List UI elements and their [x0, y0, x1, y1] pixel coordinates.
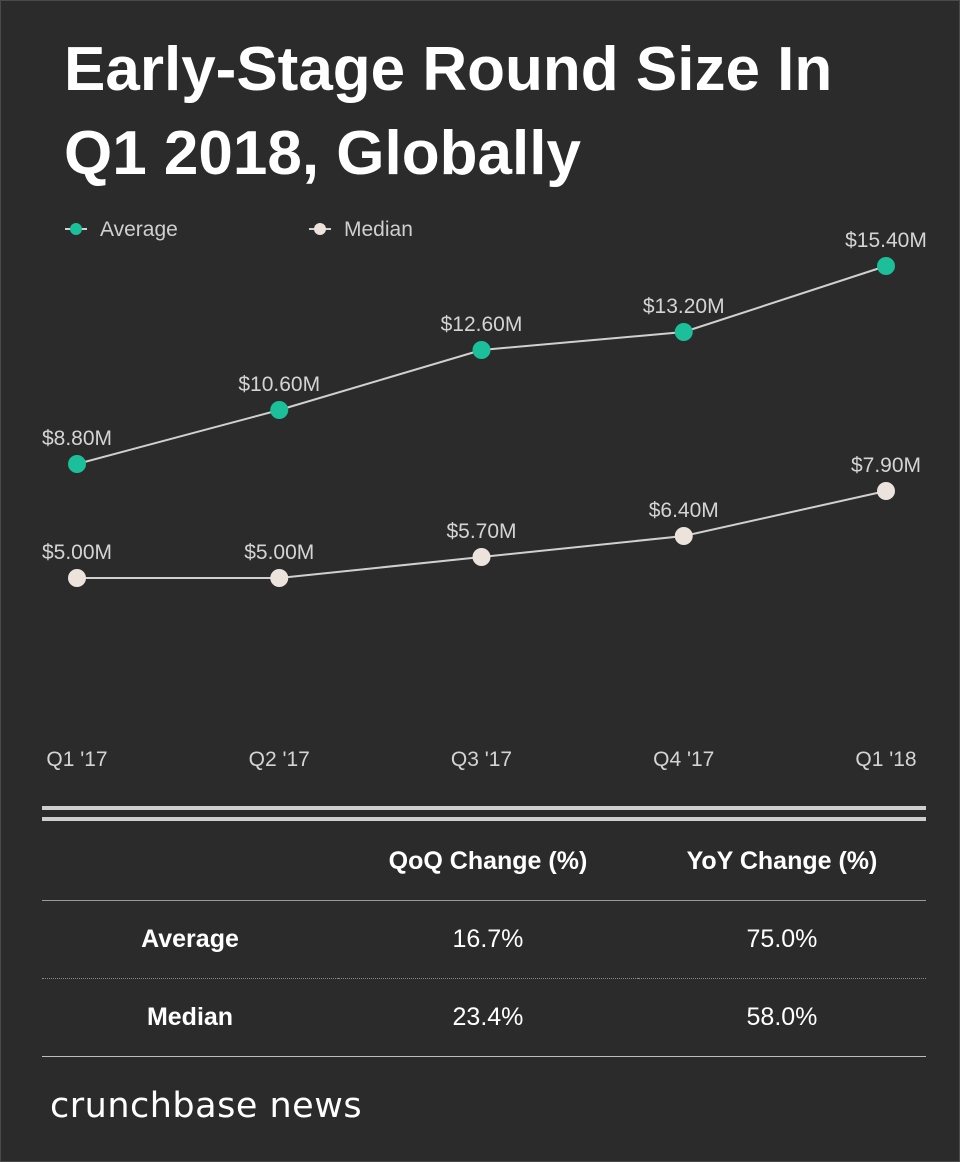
change-table: QoQ Change (%) YoY Change (%) Average 16… — [42, 822, 926, 1057]
cell-average-qoq: 16.7% — [338, 900, 638, 979]
data-label-median: $5.00M — [244, 541, 314, 564]
data-label-average: $8.80M — [42, 427, 112, 450]
chart-value-labels: $8.80M $10.60M $12.60M $13.20M $15.40M $5.00M… — [42, 229, 927, 564]
x-tick-label: Q1 '17 — [46, 748, 107, 771]
table-header-blank — [42, 822, 338, 901]
data-point-median — [270, 569, 289, 587]
data-point-average — [270, 401, 289, 419]
chart-points — [68, 257, 895, 587]
data-label-median: $5.70M — [446, 520, 516, 543]
x-tick-label: Q1 '18 — [855, 748, 916, 771]
row-label-average: Average — [42, 900, 338, 979]
legend-marker-average — [70, 223, 82, 235]
legend-label-average: Average — [100, 218, 178, 241]
table-header-qoq: QoQ Change (%) — [338, 822, 638, 901]
table-row: Median 23.4% 58.0% — [42, 978, 926, 1057]
x-tick-label: Q2 '17 — [249, 748, 310, 771]
x-tick-label: Q4 '17 — [653, 748, 714, 771]
legend-label-median: Median — [344, 218, 413, 241]
chart-x-ticks: Q1 '17 Q2 '17 Q3 '17 Q4 '17 Q1 '18 — [46, 748, 916, 771]
data-label-average: $10.60M — [238, 373, 320, 396]
table-row: Average 16.7% 75.0% — [42, 900, 926, 979]
data-label-average: $15.40M — [845, 229, 927, 252]
x-tick-label: Q3 '17 — [451, 748, 512, 771]
page-title: Early-Stage Round Size In Q1 2018, Globa… — [64, 35, 833, 188]
data-point-median — [877, 482, 895, 500]
cell-average-yoy: 75.0% — [637, 900, 926, 979]
data-label-median: $7.90M — [851, 454, 921, 477]
data-point-average — [674, 323, 693, 341]
series-line-average — [76, 265, 887, 465]
chart-legend: Average Median — [65, 218, 413, 241]
row-label-median: Median — [42, 978, 338, 1057]
data-label-median: $6.40M — [649, 499, 719, 522]
cell-median-qoq: 23.4% — [338, 978, 638, 1057]
table-top-rule-2 — [42, 817, 926, 821]
data-point-average — [472, 341, 491, 359]
data-label-average: $12.60M — [441, 313, 523, 336]
data-point-median — [674, 527, 693, 545]
data-point-median — [472, 548, 491, 566]
crunchbase-news-logo: crunchbase news — [50, 1086, 363, 1126]
data-point-average — [68, 455, 86, 473]
data-point-average — [877, 257, 895, 275]
data-point-median — [68, 569, 86, 587]
data-label-median: $5.00M — [42, 541, 112, 564]
legend-marker-median — [314, 223, 326, 235]
cell-median-yoy: 58.0% — [637, 978, 926, 1057]
table-top-rule — [42, 806, 926, 810]
line-chart: Average Median $8.80M $10.60M $12.60M $13.20… — [42, 218, 927, 771]
table-header-yoy: YoY Change (%) — [637, 822, 926, 901]
data-label-average: $13.20M — [643, 295, 725, 318]
